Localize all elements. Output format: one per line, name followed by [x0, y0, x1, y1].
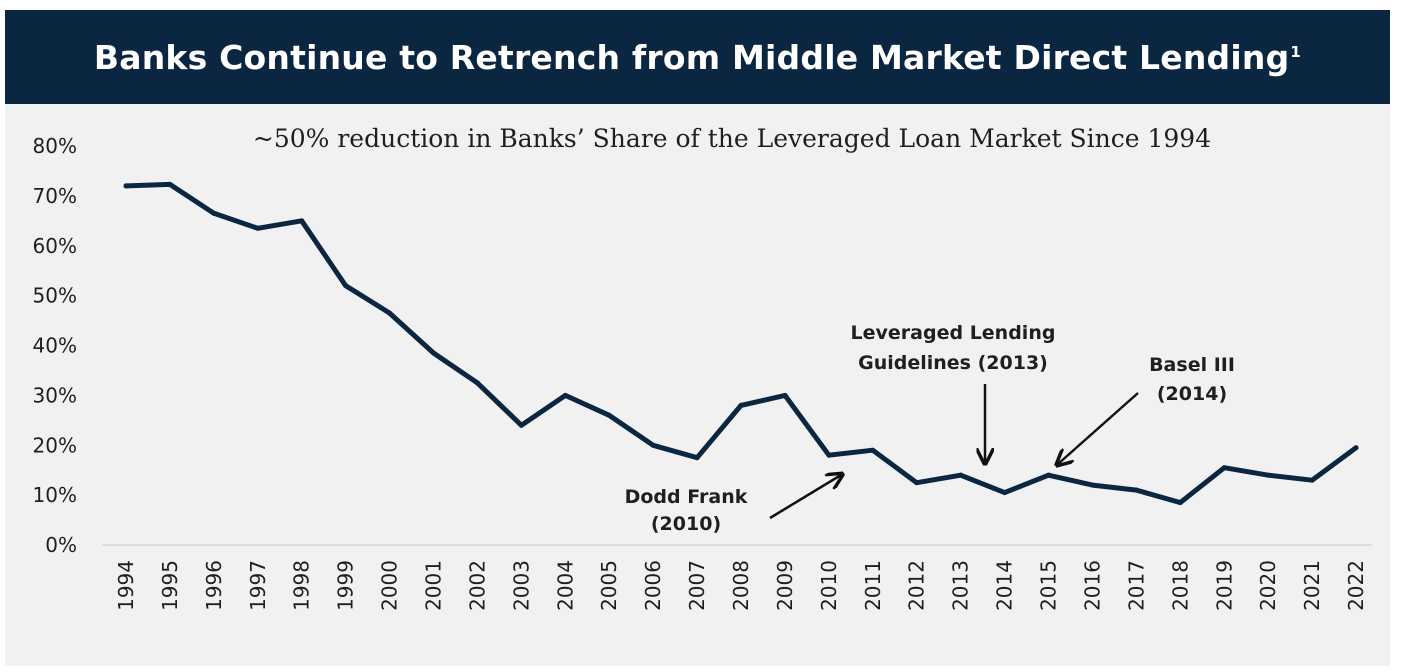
- series-line: [123, 181, 1359, 506]
- annotation-label: Leveraged Lending: [851, 322, 1056, 344]
- x-tick-label: 2019: [1212, 560, 1236, 611]
- data-point: [826, 452, 832, 458]
- title-footnote-marker: 1: [1290, 42, 1302, 61]
- y-tick-label: 20%: [33, 433, 77, 457]
- annotation-leveraged-lending: Leveraged Lending Guidelines (2013): [851, 322, 1056, 462]
- x-tick-label: 2001: [422, 560, 446, 611]
- annotation-arrow: [769, 475, 841, 520]
- data-point: [694, 455, 700, 461]
- x-tick-label: 1996: [202, 560, 226, 611]
- x-tick-label: 2007: [685, 560, 709, 611]
- data-point: [958, 472, 964, 478]
- data-point: [474, 380, 480, 386]
- y-tick-label: 80%: [33, 134, 77, 158]
- x-tick-label: 2000: [378, 560, 402, 611]
- data-point: [1353, 445, 1359, 451]
- x-axis: 1994 1995 1996 1997 1998 1999 2000 2001 2002 2003…: [114, 560, 1368, 611]
- annotation-arrow: [1058, 392, 1139, 464]
- x-tick-label: 2011: [861, 560, 885, 611]
- y-tick-label: 50%: [33, 284, 77, 308]
- data-point: [738, 402, 744, 408]
- data-point: [1133, 487, 1139, 493]
- chart-title-text: Banks Continue to Retrench from Middle M…: [93, 37, 1290, 77]
- data-point: [1002, 490, 1008, 496]
- data-point: [562, 392, 568, 398]
- annotation-dodd-frank: Dodd Frank (2010): [625, 475, 841, 535]
- y-tick-label: 70%: [33, 184, 77, 208]
- y-axis: 0% 10% 20% 30% 40% 50% 60% 70% 80%: [33, 134, 77, 557]
- x-tick-label: 2016: [1080, 560, 1104, 611]
- x-tick-label: 2004: [553, 560, 577, 611]
- x-tick-label: 2018: [1168, 560, 1192, 611]
- y-tick-label: 10%: [33, 483, 77, 507]
- data-point: [299, 218, 305, 224]
- annotation-label: (2010): [651, 513, 721, 535]
- data-point: [1221, 465, 1227, 471]
- annotation-label: (2014): [1157, 383, 1227, 405]
- x-tick-label: 2003: [509, 560, 533, 611]
- data-point: [606, 412, 612, 418]
- x-tick-label: 2010: [817, 560, 841, 611]
- x-tick-label: 2002: [465, 560, 489, 611]
- x-tick-label: 2009: [773, 560, 797, 611]
- y-tick-label: 40%: [33, 334, 77, 358]
- data-point: [870, 447, 876, 453]
- data-point: [211, 210, 217, 216]
- data-point: [255, 225, 261, 231]
- data-point: [782, 392, 788, 398]
- chart-panel: [5, 104, 1390, 666]
- x-tick-label: 2014: [993, 560, 1017, 611]
- x-tick-label: 2021: [1300, 560, 1324, 611]
- x-tick-label: 1998: [290, 560, 314, 611]
- chart-subtitle: ~50% reduction in Banks’ Share of the Le…: [252, 124, 1212, 153]
- x-tick-label: 2022: [1344, 560, 1368, 611]
- data-point: [518, 422, 524, 428]
- data-point: [387, 310, 393, 316]
- data-point: [914, 480, 920, 486]
- y-tick-label: 60%: [33, 234, 77, 258]
- x-tick-label: 1994: [114, 560, 138, 611]
- data-point: [1046, 472, 1052, 478]
- x-tick-label: 2015: [1037, 560, 1061, 611]
- chart-title: Banks Continue to Retrench from Middle M…: [94, 38, 1301, 77]
- x-tick-label: 2012: [905, 560, 929, 611]
- data-point: [1309, 477, 1315, 483]
- data-point: [167, 181, 173, 187]
- data-point: [650, 442, 656, 448]
- annotation-label: Guidelines (2013): [858, 352, 1048, 374]
- data-point: [1089, 482, 1095, 488]
- data-point: [1265, 472, 1271, 478]
- x-tick-label: 2013: [949, 560, 973, 611]
- y-tick-label: 0%: [45, 533, 77, 557]
- x-tick-label: 2006: [641, 560, 665, 611]
- data-point: [123, 183, 129, 189]
- x-tick-label: 2008: [729, 560, 753, 611]
- annotation-label: Basel III: [1149, 354, 1235, 376]
- title-banner: Banks Continue to Retrench from Middle M…: [5, 10, 1390, 104]
- x-tick-label: 2020: [1256, 560, 1280, 611]
- data-points: [123, 181, 1359, 506]
- annotation-label: Dodd Frank: [625, 486, 748, 508]
- data-point: [431, 350, 437, 356]
- data-point: [1177, 500, 1183, 506]
- x-tick-label: 2017: [1124, 560, 1148, 611]
- x-tick-label: 1997: [246, 560, 270, 611]
- x-tick-label: 1995: [158, 560, 182, 611]
- x-tick-label: 2005: [597, 560, 621, 611]
- x-tick-label: 1999: [334, 560, 358, 611]
- data-point: [343, 283, 349, 289]
- annotation-basel-iii: Basel III (2014): [1058, 354, 1235, 464]
- y-tick-label: 30%: [33, 383, 77, 407]
